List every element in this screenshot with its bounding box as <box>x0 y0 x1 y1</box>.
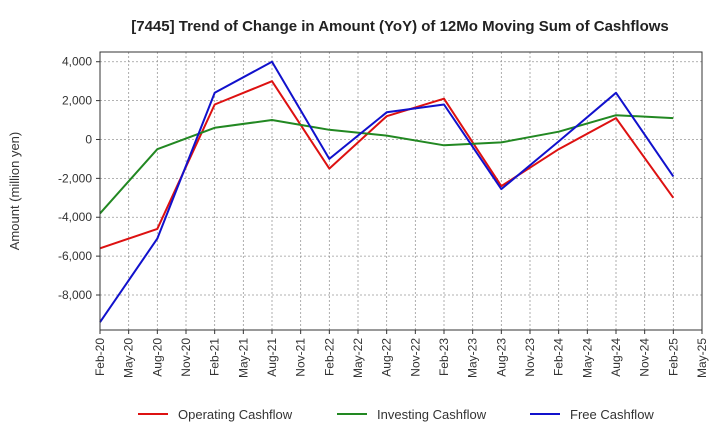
x-tick-label: Nov-20 <box>179 338 193 377</box>
chart-title: [7445] Trend of Change in Amount (YoY) o… <box>131 18 669 35</box>
grid-lines <box>99 52 703 330</box>
plot-frame <box>99 51 703 331</box>
series-lines <box>99 60 675 323</box>
y-tick-label: -2,000 <box>58 171 92 185</box>
x-tick-label: Nov-24 <box>638 338 652 377</box>
x-tick-label: May-21 <box>236 338 250 378</box>
x-tick-label: Aug-24 <box>609 338 623 377</box>
y-tick-label: -4,000 <box>58 210 92 224</box>
x-tick-label: Feb-23 <box>437 338 451 376</box>
x-tick-label: Nov-22 <box>408 338 422 377</box>
y-tick-label: -6,000 <box>58 249 92 263</box>
x-tick-label: Feb-21 <box>208 338 222 376</box>
x-tick-label: Aug-22 <box>380 338 394 377</box>
x-tick-label: Feb-22 <box>322 338 336 376</box>
y-axis-label: Amount (million yen) <box>7 132 22 251</box>
free-cashflow-legend-label: Free Cashflow <box>570 407 654 422</box>
x-tick-label: Nov-23 <box>523 338 537 377</box>
investing-cashflow-legend-label: Investing Cashflow <box>377 407 487 422</box>
x-tick-label: May-20 <box>122 338 136 378</box>
y-tick-label: 4,000 <box>62 55 92 69</box>
y-tick-label: 2,000 <box>62 94 92 108</box>
free-cashflow-line <box>99 60 675 323</box>
x-tick-label: May-23 <box>466 338 480 378</box>
x-tick-label: Aug-21 <box>265 338 279 377</box>
y-tick-labels: -8,000 -6,000 -4,000 -2,000 0 2,000 4,000 <box>58 55 100 302</box>
operating-cashflow-line <box>99 80 675 250</box>
operating-cashflow-legend-label: Operating Cashflow <box>178 407 293 422</box>
x-tick-label: Feb-25 <box>666 338 680 376</box>
x-tick-label: Feb-20 <box>93 338 107 376</box>
x-tick-label: Aug-23 <box>494 338 508 377</box>
legend: Operating Cashflow Investing Cashflow Free… <box>138 407 654 422</box>
x-tick-label: May-24 <box>580 338 594 378</box>
x-tick-labels: Feb-20 May-20 Aug-20 Nov-20 Feb-21 May-21 Aug-… <box>93 330 709 378</box>
x-tick-label: Feb-24 <box>552 338 566 376</box>
x-tick-label: Nov-21 <box>294 338 308 377</box>
y-tick-label: 0 <box>85 132 92 146</box>
x-tick-label: May-22 <box>351 338 365 378</box>
x-tick-label: May-25 <box>695 338 709 378</box>
x-tick-label: Aug-20 <box>150 338 164 377</box>
y-tick-label: -8,000 <box>58 288 92 302</box>
